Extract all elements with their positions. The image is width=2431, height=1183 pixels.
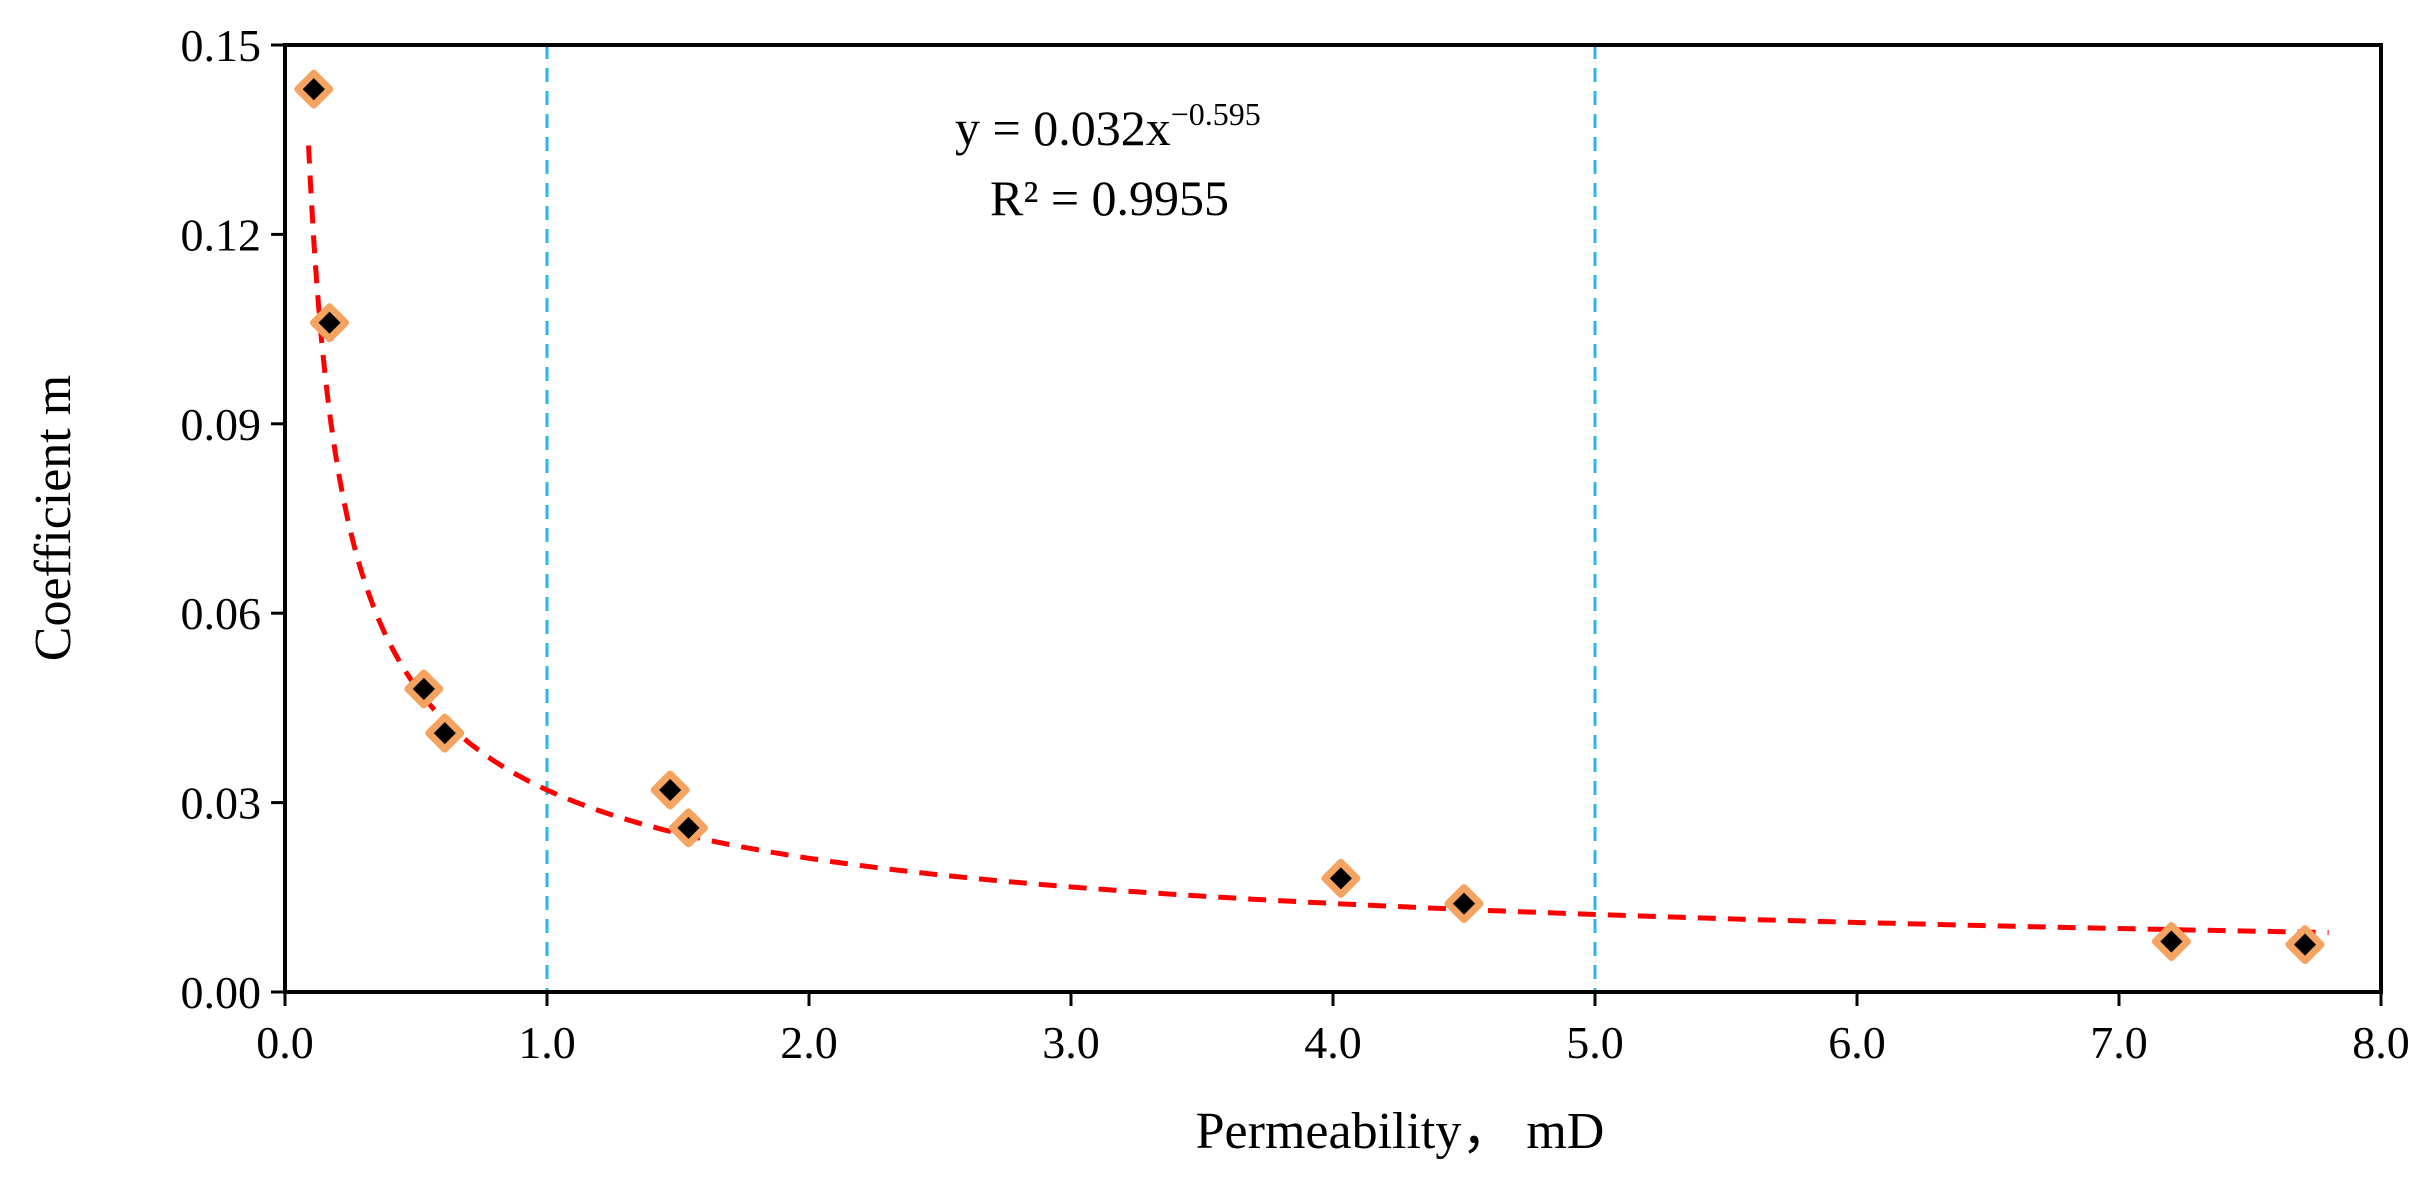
y-tick-label: 0.15	[181, 20, 262, 71]
trend-equation-base: y = 0.032x	[955, 100, 1171, 156]
x-tick-label: 0.0	[256, 1017, 314, 1068]
x-tick-label: 4.0	[1304, 1017, 1362, 1068]
y-tick-label: 0.00	[181, 967, 262, 1018]
x-tick-label: 6.0	[1828, 1017, 1886, 1068]
x-axis-title: Permeability， mD	[1196, 1103, 1605, 1160]
trendline	[306, 145, 2329, 935]
y-tick-label: 0.12	[181, 209, 262, 260]
data-point	[404, 669, 444, 709]
x-tick-label: 3.0	[1042, 1017, 1100, 1068]
scatter-points	[294, 69, 2325, 965]
data-point	[2285, 925, 2325, 965]
data-point	[310, 303, 350, 343]
data-point	[425, 713, 465, 753]
x-tick-label: 7.0	[2090, 1017, 2148, 1068]
data-point	[650, 770, 690, 810]
data-point	[294, 69, 334, 109]
trend-equation-exponent: −0.595	[1171, 96, 1261, 132]
x-tick-label: 2.0	[780, 1017, 838, 1068]
trend-equation: y = 0.032x−0.595	[955, 96, 1261, 156]
y-axis-title: Coefficient m	[25, 375, 82, 661]
y-tick-label: 0.03	[181, 778, 262, 829]
plot-area	[285, 45, 2381, 992]
data-point	[668, 808, 708, 848]
data-point	[1321, 858, 1361, 898]
y-tick-label: 0.06	[181, 588, 262, 639]
data-point	[1444, 884, 1484, 924]
y-tick-label: 0.09	[181, 399, 262, 450]
trendline-annotation: y = 0.032x−0.595 R² = 0.9955	[955, 96, 1261, 226]
x-axis: 0.0 1.0 2.0 3.0 4.0 5.0 6.0 7.0 8.0	[256, 992, 2410, 1068]
y-axis: 0.00 0.03 0.06 0.09 0.12 0.15	[181, 20, 285, 1018]
r-squared-label: R² = 0.9955	[990, 170, 1229, 226]
x-tick-label: 1.0	[518, 1017, 576, 1068]
x-tick-label: 8.0	[2352, 1017, 2410, 1068]
reference-lines	[545, 45, 1597, 992]
x-tick-label: 5.0	[1566, 1017, 1624, 1068]
data-point	[2151, 921, 2191, 961]
